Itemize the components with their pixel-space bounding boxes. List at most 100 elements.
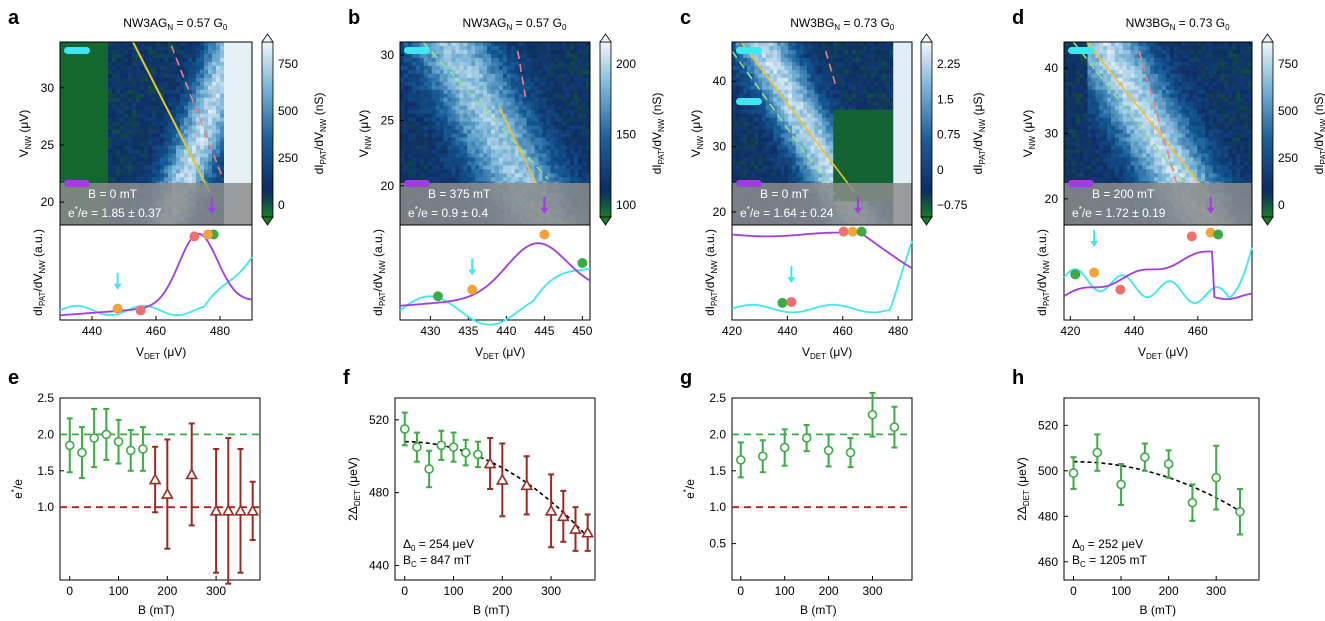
heatmap-cell (443, 69, 449, 75)
colorbar-tick-label: 250 (278, 151, 298, 165)
heatmap-cell (184, 125, 189, 131)
heatmap-cell (200, 153, 205, 158)
heatmap-cell (224, 177, 229, 182)
heatmap-cell (550, 57, 555, 63)
heatmap-cell (180, 109, 185, 115)
heatmap-cell (483, 105, 488, 111)
heatmap-cell (108, 153, 113, 158)
heatmap-cell (455, 125, 460, 131)
heatmap-cell (554, 153, 559, 158)
heatmap-cell (68, 141, 73, 147)
heatmap-cell (128, 177, 133, 182)
heatmap-cell (400, 113, 405, 119)
heatmap-cell (566, 113, 571, 119)
heatmap-cell (172, 165, 177, 170)
heatmap-cell (136, 57, 141, 63)
heatmap-cell (116, 57, 121, 63)
heatmap-cell (475, 141, 480, 147)
heatmap-cell (739, 117, 744, 123)
heatmap-cell (148, 65, 153, 71)
heatmap-cell (128, 129, 133, 135)
heatmap-cell (435, 97, 441, 103)
heatmap-cell (100, 109, 105, 115)
heatmap-cell (514, 125, 520, 131)
heatmap-cell (570, 169, 575, 174)
heatmap-cell (72, 177, 77, 182)
heatmap-cell (411, 153, 417, 158)
heatmap-cell (240, 65, 245, 71)
heatmap-cell (475, 117, 480, 123)
heatmap-cell (240, 173, 245, 178)
heatmap-cell (72, 157, 77, 162)
heatmap-cell (196, 137, 201, 143)
heatmap-cell (96, 125, 101, 131)
heatmap-cell (526, 105, 532, 111)
heatmap-cell (550, 42, 555, 47)
heatmap-cell (204, 145, 209, 151)
heatmap-cell (411, 65, 417, 71)
heatmap-cell (463, 153, 468, 158)
heatmap-cell (88, 53, 93, 59)
heatmap-cell (467, 161, 472, 166)
heatmap-cell (184, 137, 189, 143)
heatmap-cell (758, 109, 763, 115)
heatmap-cell (586, 109, 590, 115)
heatmap-cell (188, 177, 193, 182)
heatmap-cell (124, 133, 129, 139)
heatmap-cell (176, 65, 181, 71)
heatmap-cell (538, 177, 544, 182)
heatmap-cell (228, 61, 233, 67)
heatmap-cell (743, 57, 748, 63)
heatmap-cell (530, 169, 536, 174)
text-span: (μV) (17, 110, 31, 136)
heatmap-cell (68, 145, 73, 151)
heatmap-cell (562, 177, 567, 182)
heatmap-cell (60, 97, 65, 103)
heatmap-cell (104, 125, 109, 131)
heatmap-cell (192, 53, 197, 59)
heatmap-cell (60, 77, 65, 83)
heatmap-cell (92, 109, 97, 115)
heatmap-cell (582, 101, 587, 107)
heatmap-cell (578, 169, 583, 174)
heatmap-cell (471, 149, 476, 154)
heatmap-cell (558, 145, 563, 151)
heatmap-cell (455, 81, 460, 87)
heatmap-cell (400, 101, 405, 107)
heatmap-cell (160, 77, 165, 83)
heatmap-cell (419, 117, 425, 123)
heatmap-cell (530, 177, 536, 182)
heatmap-cell (236, 161, 241, 166)
heatmap-cell (419, 165, 425, 170)
heatmap-cell (419, 105, 425, 111)
heatmap-cell (68, 42, 73, 47)
heatmap-cell (562, 97, 567, 103)
heatmap-cell (232, 65, 237, 71)
heatmap-cell (236, 109, 241, 115)
heatmap-cell (240, 69, 245, 75)
heatmap-cell (96, 153, 101, 158)
heatmap-cell (164, 113, 169, 119)
heatmap-cell (248, 69, 252, 75)
heatmap-cell (64, 77, 69, 83)
heatmap-cell (152, 133, 157, 139)
heatmap-cell (140, 125, 145, 131)
heatmap-cell (200, 141, 205, 147)
heatmap-cell (498, 161, 504, 166)
heatmap-cell (459, 109, 464, 115)
heatmap-cell (120, 161, 125, 166)
heatmap-cell (132, 113, 137, 119)
heatmap-cell (407, 157, 413, 162)
heatmap-cell (471, 117, 476, 123)
heatmap-cell (192, 145, 197, 151)
heatmap-cell (60, 117, 65, 123)
heatmap-cell (196, 93, 201, 99)
heatmap-cell (200, 89, 205, 95)
heatmap-cell (140, 153, 145, 158)
heatmap-cell (498, 57, 504, 63)
heatmap-cell (415, 42, 421, 47)
heatmap-cell (403, 53, 409, 59)
charge-label: e*​/e = 0.9 ± 0.4 (408, 205, 488, 220)
heatmap-cell (495, 49, 500, 55)
heatmap-cell (479, 85, 484, 91)
